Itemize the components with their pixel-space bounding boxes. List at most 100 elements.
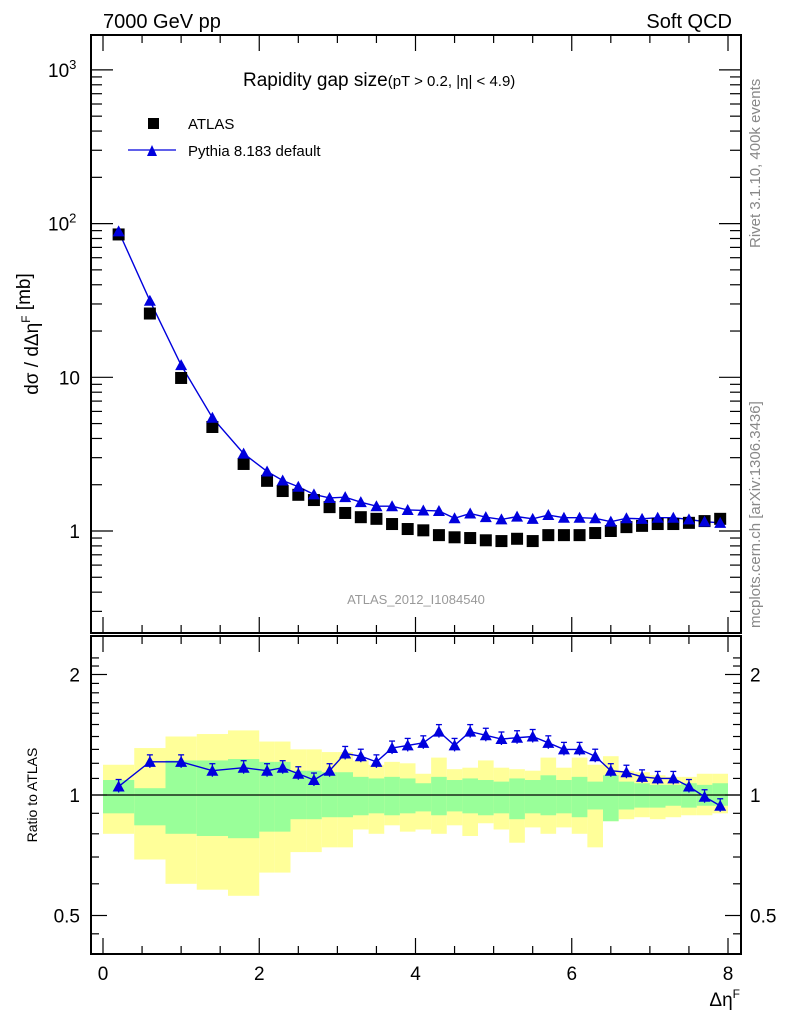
band-stat xyxy=(134,788,166,826)
band-stat xyxy=(415,783,432,812)
ratio-point xyxy=(573,743,586,755)
pythia-point xyxy=(682,513,695,525)
plot-title-main: Rapidity gap size xyxy=(243,70,388,91)
ratio-point xyxy=(448,739,461,751)
main-series xyxy=(112,225,727,548)
ratio-point xyxy=(479,729,492,741)
atlas-point xyxy=(237,457,250,470)
pythia-point xyxy=(175,359,188,371)
atlas-point xyxy=(339,506,352,519)
band-stat xyxy=(556,780,572,814)
pythia-point xyxy=(292,480,305,492)
ratio-point xyxy=(261,764,274,776)
main-y-tick-label: 10 xyxy=(59,368,80,389)
pythia-point xyxy=(542,509,555,521)
atlas-point xyxy=(292,488,305,501)
header-right-label: Soft QCD xyxy=(646,11,732,33)
band-stat xyxy=(165,760,197,834)
ratio-y-axis-label: Ratio to ATLAS xyxy=(24,748,40,843)
band-stat xyxy=(603,775,619,822)
ratio-point xyxy=(386,742,399,754)
band-stat xyxy=(493,781,510,814)
pythia-line xyxy=(117,231,721,524)
atlas-point xyxy=(573,529,586,542)
band-stat xyxy=(368,778,385,814)
pythia-point xyxy=(354,496,367,508)
ratio-y-tick-label-right: 1 xyxy=(750,786,761,807)
band-stat xyxy=(478,780,494,816)
plot-title-suffix: (pT > 0.2, |η| < 4.9) xyxy=(388,73,516,90)
ratio-point xyxy=(354,750,367,762)
atlas-point xyxy=(432,529,445,542)
ratio-point xyxy=(112,780,125,792)
atlas-point xyxy=(448,531,461,544)
band-stat xyxy=(462,778,478,814)
atlas-point xyxy=(417,524,430,537)
ratio-point xyxy=(542,736,555,748)
x-tick-label: 2 xyxy=(254,964,265,985)
ratio-point xyxy=(323,764,336,776)
ratio-point xyxy=(143,755,156,767)
main-y-tick-label: 103 xyxy=(48,57,76,82)
band-stat xyxy=(509,778,525,820)
legend-atlas-marker xyxy=(148,118,159,129)
ratio-point xyxy=(206,764,219,776)
main-y-tick-label: 1 xyxy=(69,522,80,543)
atlas-point xyxy=(386,518,399,531)
pythia-point xyxy=(604,515,617,527)
pythia-point xyxy=(667,511,680,523)
atlas-point xyxy=(143,307,156,320)
ratio-point xyxy=(432,725,445,737)
ratio-point xyxy=(370,755,383,767)
pythia-point xyxy=(206,411,219,423)
atlas-point xyxy=(206,420,219,433)
pythia-point xyxy=(448,512,461,524)
band-stat xyxy=(353,776,369,816)
pythia-point xyxy=(573,511,586,523)
plot-title: Rapidity gap size(pT > 0.2, |η| < 4.9) xyxy=(243,70,515,91)
band-stat xyxy=(399,778,416,814)
pythia-point xyxy=(464,507,477,519)
pythia-point xyxy=(620,512,633,524)
ratio-point xyxy=(604,764,617,776)
pythia-point xyxy=(261,465,274,477)
ratio-point xyxy=(589,750,602,762)
x-tick-label: 0 xyxy=(98,964,109,985)
band-stat xyxy=(571,776,588,818)
ratio-point xyxy=(526,730,539,742)
legend-atlas-label: ATLAS xyxy=(188,116,234,133)
ratio-uncertainty-bands xyxy=(103,730,728,896)
x-tick-label: 8 xyxy=(723,964,734,985)
ratio-point xyxy=(339,747,352,759)
legend: ATLAS Pythia 8.183 default xyxy=(128,116,321,160)
atlas-point xyxy=(604,525,617,537)
atlas-point xyxy=(401,523,414,536)
pythia-point xyxy=(307,488,320,500)
pythia-point xyxy=(589,512,602,524)
atlas-point xyxy=(370,512,383,525)
pythia-point xyxy=(511,510,524,522)
ratio-y-tick-label-right: 2 xyxy=(750,665,761,686)
atlas-point xyxy=(495,535,508,548)
pythia-point xyxy=(636,512,649,524)
atlas-point xyxy=(323,501,336,514)
ratio-point xyxy=(175,755,188,767)
x-axis-label: ΔηF xyxy=(709,987,740,1011)
pythia-point xyxy=(112,225,125,237)
ratio-point xyxy=(667,772,680,784)
ratio-point xyxy=(307,774,320,786)
pythia-point xyxy=(417,504,430,516)
ratio-point xyxy=(276,761,289,773)
atlas-point xyxy=(464,532,477,545)
band-stat xyxy=(649,784,666,808)
ratio-y-tick-label-right: 0.5 xyxy=(750,907,776,928)
pythia-point xyxy=(401,503,414,515)
atlas-point xyxy=(589,527,602,540)
x-tick-label: 6 xyxy=(566,964,577,985)
pythia-point xyxy=(432,504,445,516)
ratio-point xyxy=(292,767,305,779)
atlas-point xyxy=(542,529,555,542)
legend-pythia-label: Pythia 8.183 default xyxy=(188,143,321,160)
ratio-point xyxy=(511,731,524,743)
